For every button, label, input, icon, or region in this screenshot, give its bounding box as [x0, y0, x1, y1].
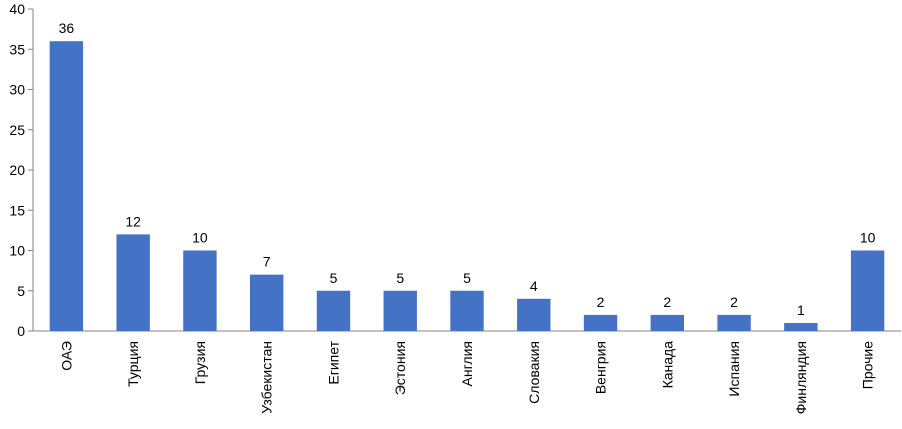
- bar: [250, 274, 284, 331]
- x-tick-label: ОАЭ: [58, 341, 74, 371]
- data-label: 7: [263, 254, 271, 270]
- bar: [383, 290, 417, 331]
- bar: [316, 290, 351, 331]
- x-tick-label: Египет: [325, 340, 341, 384]
- y-tick-label: 25: [9, 122, 25, 138]
- x-tick-label: Финляндия: [793, 341, 809, 414]
- data-label: 10: [192, 230, 208, 246]
- x-tick-label: Англия: [459, 341, 475, 386]
- x-tick-label: Венгрия: [593, 341, 609, 394]
- bar: [49, 41, 84, 331]
- bar: [583, 314, 618, 331]
- x-tick-label: Испания: [726, 341, 742, 397]
- x-tick-label: Турция: [125, 341, 141, 387]
- x-tick-label: Эстония: [392, 341, 408, 395]
- y-tick-label: 40: [9, 1, 25, 17]
- bar: [784, 322, 818, 331]
- bar: [116, 234, 150, 331]
- bar: [450, 290, 484, 331]
- y-tick-label: 5: [17, 283, 25, 299]
- y-tick-label: 15: [9, 202, 25, 218]
- data-label: 2: [730, 294, 738, 310]
- y-tick-label: 20: [9, 162, 25, 178]
- data-label: 5: [463, 270, 471, 286]
- data-label: 10: [860, 230, 876, 246]
- y-tick-label: 30: [9, 82, 25, 98]
- data-label: 5: [396, 270, 404, 286]
- bar: [717, 314, 751, 331]
- data-label: 36: [59, 20, 75, 36]
- data-label: 2: [663, 294, 671, 310]
- x-tick-label: Словакия: [526, 341, 542, 404]
- bar: [850, 250, 885, 331]
- y-tick-label: 35: [9, 41, 25, 57]
- bar: [517, 298, 551, 331]
- bar: [650, 314, 684, 331]
- x-tick-label: Грузия: [192, 341, 208, 384]
- data-label: 1: [797, 302, 805, 318]
- data-label: 5: [330, 270, 338, 286]
- x-tick-label: Прочие: [860, 341, 876, 389]
- data-label: 4: [530, 278, 538, 294]
- y-tick-label: 0: [17, 323, 25, 339]
- data-label: 12: [125, 213, 141, 229]
- bar: [183, 250, 217, 331]
- y-tick-label: 10: [9, 243, 25, 259]
- data-label: 2: [597, 294, 605, 310]
- x-tick-label: Узбекистан: [259, 341, 275, 414]
- x-tick-label: Канада: [659, 341, 675, 389]
